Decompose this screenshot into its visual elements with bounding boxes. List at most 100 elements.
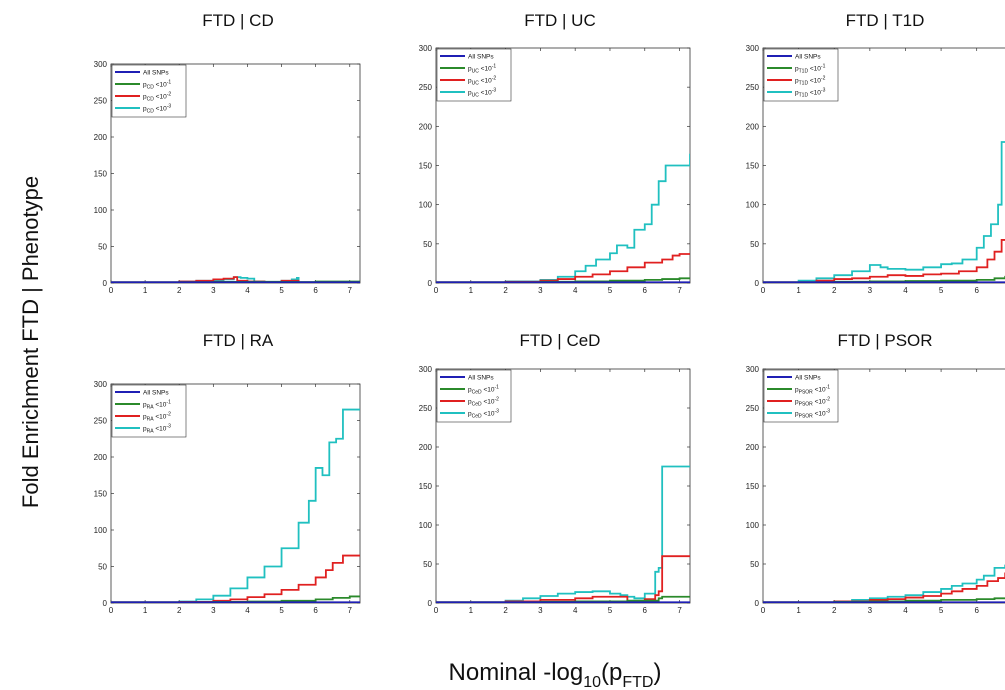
- legend-label-rest: <10: [482, 411, 495, 418]
- series-line: [436, 555, 690, 603]
- panel-title: FTD | CD: [202, 11, 273, 30]
- y-tick-label: 150: [746, 162, 760, 171]
- series-line: [763, 141, 1005, 283]
- legend-label-sup: -1: [826, 385, 831, 391]
- series-line: [436, 253, 690, 283]
- legend-label-rest: <10: [154, 94, 167, 101]
- legend-label-main: p: [795, 387, 799, 394]
- panel-title: FTD | PSOR: [837, 331, 932, 350]
- y-tick-label: 300: [419, 365, 433, 374]
- x-tick-label: 2: [832, 286, 837, 295]
- x-tick-label: 1: [143, 286, 148, 295]
- legend-label: pUC <10-3: [468, 88, 496, 99]
- legend-label-rest: <10: [154, 106, 167, 113]
- y-tick-label: 50: [98, 563, 107, 572]
- legend-label-sup: -2: [821, 76, 826, 82]
- y-tick-label: 100: [746, 521, 760, 530]
- x-tick-label: 2: [832, 606, 837, 615]
- legend-label: pCeD <10-1: [468, 385, 499, 396]
- legend-label-rest: <10: [813, 411, 826, 418]
- legend-label-sup: -3: [492, 88, 497, 94]
- panel-6: FTD | PSOR01234567050100150200250300All …: [746, 331, 1005, 615]
- legend-label-sup: -1: [167, 80, 172, 86]
- legend-label-rest: <10: [813, 399, 826, 406]
- legend-label-main: p: [468, 387, 472, 394]
- x-tick-label: 4: [245, 286, 250, 295]
- legend-label: pUC <10-2: [468, 76, 496, 87]
- x-axis-label-sub: 10: [583, 674, 601, 690]
- legend-label: pPSOR <10-1: [795, 385, 830, 396]
- series-line: [436, 465, 690, 603]
- x-tick-label: 2: [177, 286, 182, 295]
- x-tick-label: 3: [868, 286, 873, 295]
- x-tick-label: 7: [677, 606, 682, 615]
- y-tick-label: 150: [419, 482, 433, 491]
- legend-label-sub: UC: [472, 81, 480, 87]
- x-tick-label: 0: [761, 286, 766, 295]
- series-line: [763, 572, 1005, 603]
- y-tick-label: 0: [755, 599, 760, 608]
- x-tick-label: 1: [796, 606, 801, 615]
- x-tick-label: 6: [643, 606, 648, 615]
- y-tick-label: 150: [94, 490, 108, 499]
- series-line: [763, 564, 1005, 603]
- legend-label-main: p: [143, 94, 147, 101]
- panel-title: FTD | RA: [203, 331, 274, 350]
- legend-label-main: p: [143, 402, 147, 409]
- legend-label-rest: <10: [808, 66, 821, 73]
- panel-1: FTD | CD 0 1 2 3 4 5 6 7 0 50 100 150 200 250 300 All SN…: [94, 11, 361, 295]
- y-tick-label: 250: [94, 97, 108, 106]
- y-tick-label: 0: [103, 279, 108, 288]
- y-tick-label: 50: [750, 560, 759, 569]
- y-tick-label: 50: [423, 560, 432, 569]
- legend-label: pCD <10-3: [143, 104, 171, 115]
- legend-label-rest: <10: [482, 399, 495, 406]
- legend-label-sub: UC: [472, 69, 480, 75]
- legend-label: All SNPs: [795, 375, 821, 382]
- legend-label-sup: -1: [821, 64, 826, 70]
- x-tick-label: 0: [761, 606, 766, 615]
- y-tick-label: 300: [746, 365, 760, 374]
- y-tick-label: 300: [419, 44, 433, 53]
- x-tick-label: 6: [313, 286, 318, 295]
- series-line: [111, 554, 360, 603]
- panel-title: FTD | T1D: [846, 11, 925, 30]
- y-tick-label: 100: [419, 521, 433, 530]
- x-axis-label-prefix: Nominal -log: [449, 659, 584, 686]
- y-tick-label: 300: [94, 60, 108, 69]
- legend-label-sup: -1: [166, 400, 171, 406]
- legend-label: All SNPs: [143, 70, 169, 77]
- panel-title: FTD | UC: [524, 11, 595, 30]
- legend-label-sub: PSOR: [799, 414, 814, 420]
- legend-label-sup: -2: [494, 397, 499, 403]
- legend-label-sub: RA: [147, 405, 155, 411]
- legend-label-sup: -2: [492, 76, 497, 82]
- legend-label-sup: -3: [167, 104, 172, 110]
- x-tick-label: 7: [348, 286, 353, 295]
- legend-label-main: p: [468, 66, 472, 73]
- y-tick-label: 150: [94, 170, 108, 179]
- y-tick-label: 100: [94, 526, 108, 535]
- legend-label: pPSOR <10-3: [795, 409, 830, 420]
- y-tick-label: 200: [746, 443, 760, 452]
- x-tick-label: 0: [109, 606, 114, 615]
- x-tick-label: 5: [279, 286, 284, 295]
- y-tick-label: 150: [746, 482, 760, 491]
- legend-label-rest: <10: [154, 414, 167, 421]
- y-tick-label: 100: [94, 206, 108, 215]
- x-tick-label: 7: [348, 606, 353, 615]
- x-tick-label: 5: [939, 606, 944, 615]
- x-tick-label: 1: [796, 286, 801, 295]
- legend-label: All SNPs: [143, 390, 169, 397]
- y-tick-label: 200: [419, 122, 433, 131]
- y-tick-label: 250: [419, 404, 433, 413]
- legend-label-sub: CD: [147, 85, 155, 91]
- x-tick-label: 6: [974, 286, 979, 295]
- legend-label-sub: CeD: [472, 390, 482, 396]
- y-tick-label: 0: [755, 279, 760, 288]
- y-tick-label: 0: [428, 279, 433, 288]
- panel-2: FTD | UC 0 1 2 3 4 5 6 7 0 50 100 150 200 250 300 All SN…: [419, 11, 691, 295]
- x-tick-label: 1: [469, 286, 474, 295]
- legend-label: pRA <10-1: [143, 400, 171, 411]
